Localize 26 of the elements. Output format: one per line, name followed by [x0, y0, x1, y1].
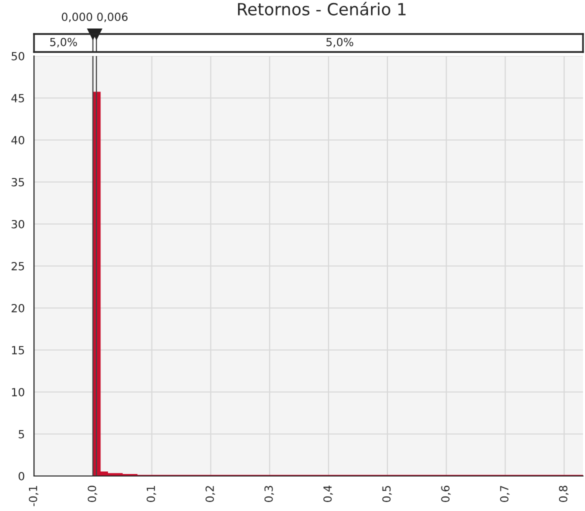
- x-tick-label: 0,4: [323, 486, 333, 502]
- y-tick-label: 25: [12, 262, 24, 270]
- y-tick-label: 20: [12, 304, 24, 312]
- y-tick-label: 40: [11, 136, 24, 144]
- y-tick-label: 5: [18, 430, 24, 438]
- text: 5,0%: [326, 38, 354, 48]
- x-tick-label: 0,1: [146, 486, 156, 502]
- y-tick-label: 0: [18, 472, 24, 480]
- ref-line-label: 0,006: [97, 12, 128, 22]
- y-tick-label: 35: [12, 178, 24, 186]
- ref-line-label: 0,000: [62, 12, 92, 22]
- x-tick-label: 0,5: [382, 486, 392, 502]
- x-tick-label: 0,0: [88, 486, 98, 502]
- y-tick-label: 50: [12, 52, 24, 60]
- y-tick-label: 15: [12, 346, 24, 354]
- y-tick-label: 10: [12, 388, 24, 396]
- x-tick-label: 0,8: [558, 486, 569, 502]
- x-tick-label: 0,7: [500, 486, 510, 502]
- chart-title: Retornos - Cenário 1: [238, 2, 406, 16]
- y-tick-label: 30: [12, 220, 24, 228]
- x-tick-label: 0,6: [441, 486, 451, 502]
- x-tick-label: -0,1: [28, 486, 38, 506]
- x-tick-label: 0,2: [206, 486, 216, 502]
- y-tick-label: 45: [11, 94, 24, 102]
- x-tick-label: 0,3: [264, 486, 274, 502]
- text: 5,0%: [50, 38, 77, 48]
